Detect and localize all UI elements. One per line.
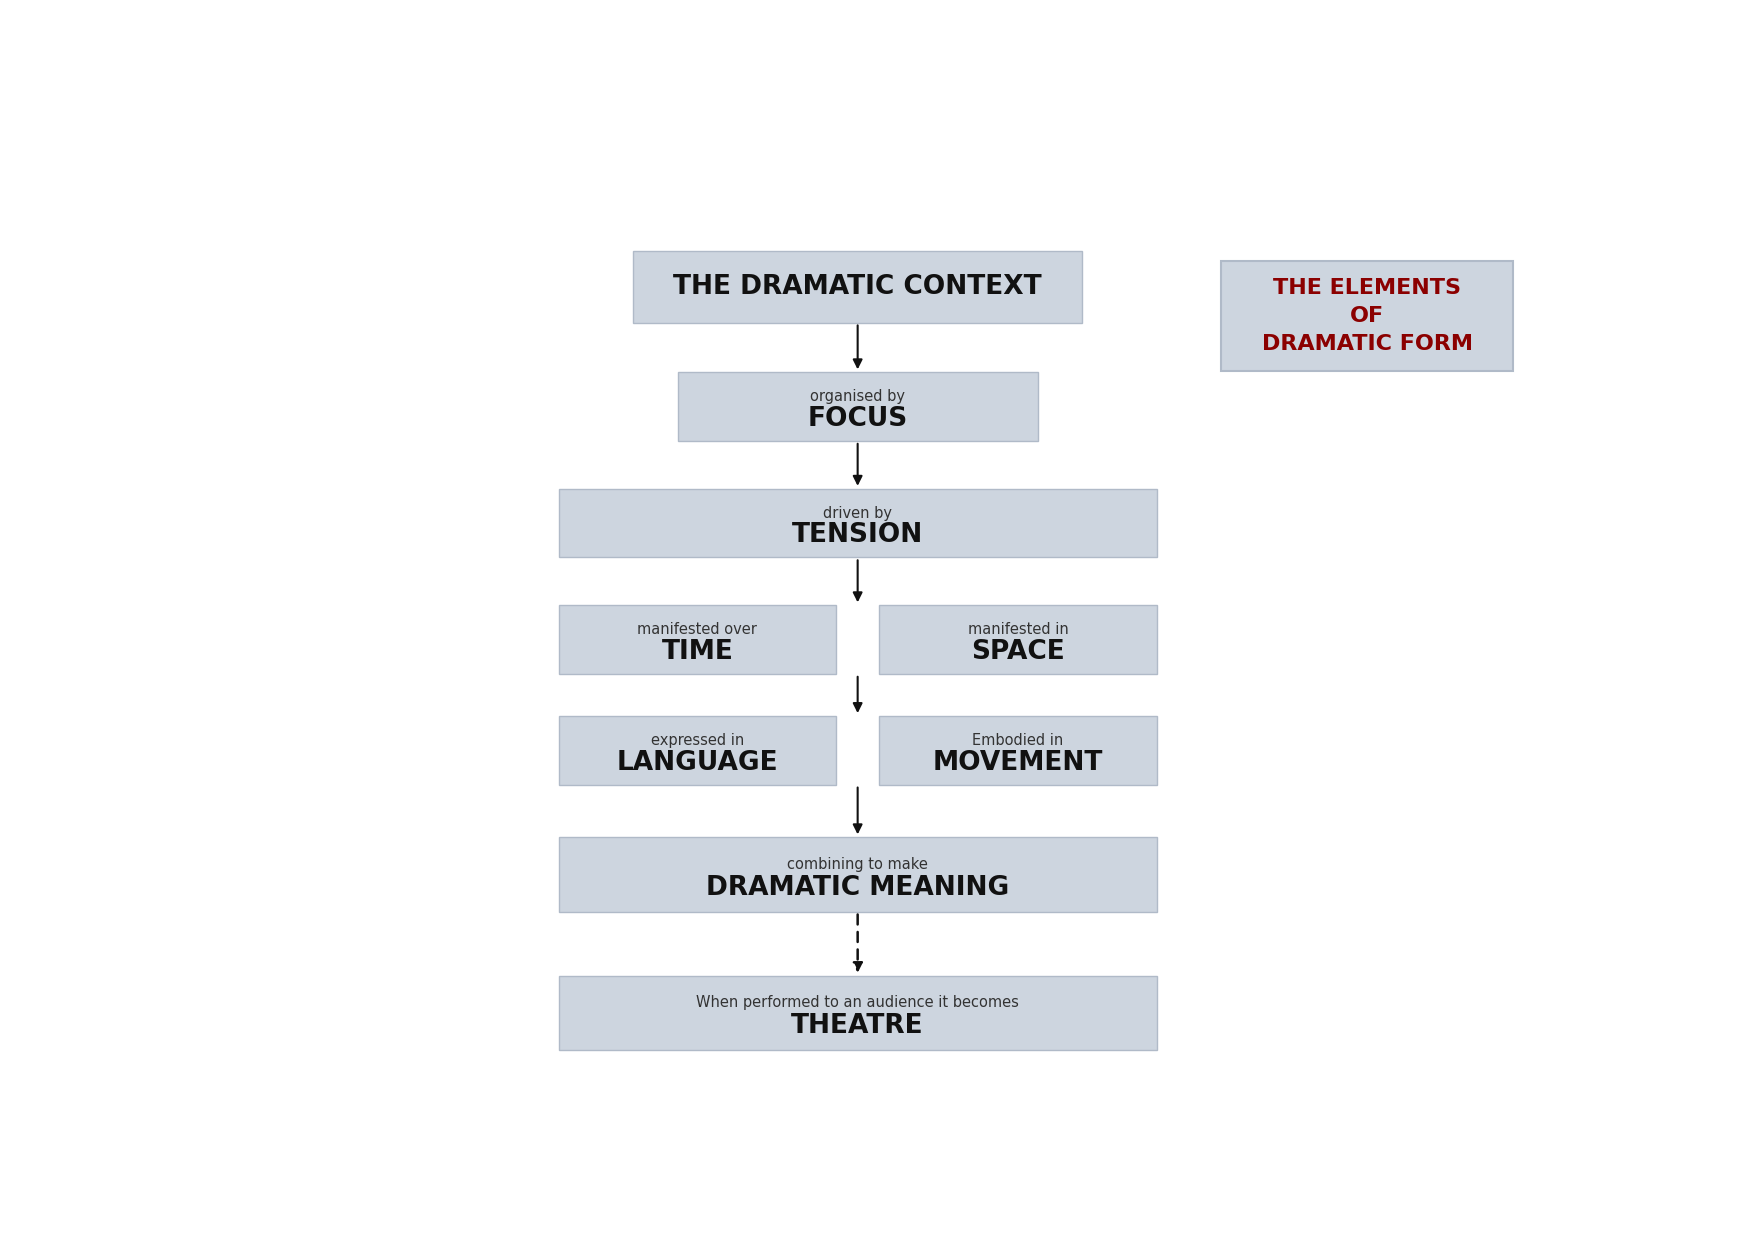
FancyBboxPatch shape [678,372,1038,441]
Text: DRAMATIC MEANING: DRAMATIC MEANING [706,875,1010,900]
Text: organised by: organised by [810,389,905,404]
Text: combining to make: combining to make [787,857,927,872]
FancyBboxPatch shape [559,837,1157,911]
Text: driven by: driven by [824,506,892,521]
FancyBboxPatch shape [880,715,1157,785]
FancyBboxPatch shape [1222,260,1513,371]
FancyBboxPatch shape [880,605,1157,675]
Text: THEATRE: THEATRE [791,1013,924,1039]
FancyBboxPatch shape [633,252,1082,324]
Text: MOVEMENT: MOVEMENT [933,750,1103,776]
Text: SPACE: SPACE [971,639,1064,665]
FancyBboxPatch shape [559,605,836,675]
Text: Embodied in: Embodied in [973,733,1064,748]
Text: THE DRAMATIC CONTEXT: THE DRAMATIC CONTEXT [673,274,1041,300]
Text: manifested in: manifested in [968,622,1068,637]
FancyBboxPatch shape [559,715,836,785]
FancyBboxPatch shape [559,489,1157,558]
Text: manifested over: manifested over [638,622,757,637]
Text: LANGUAGE: LANGUAGE [617,750,778,776]
FancyBboxPatch shape [559,976,1157,1050]
Text: When performed to an audience it becomes: When performed to an audience it becomes [696,994,1018,1009]
Text: TENSION: TENSION [792,522,924,548]
Text: expressed in: expressed in [650,733,743,748]
Text: THE ELEMENTS
OF
DRAMATIC FORM: THE ELEMENTS OF DRAMATIC FORM [1262,278,1473,353]
Text: FOCUS: FOCUS [808,405,908,432]
Text: TIME: TIME [661,639,733,665]
